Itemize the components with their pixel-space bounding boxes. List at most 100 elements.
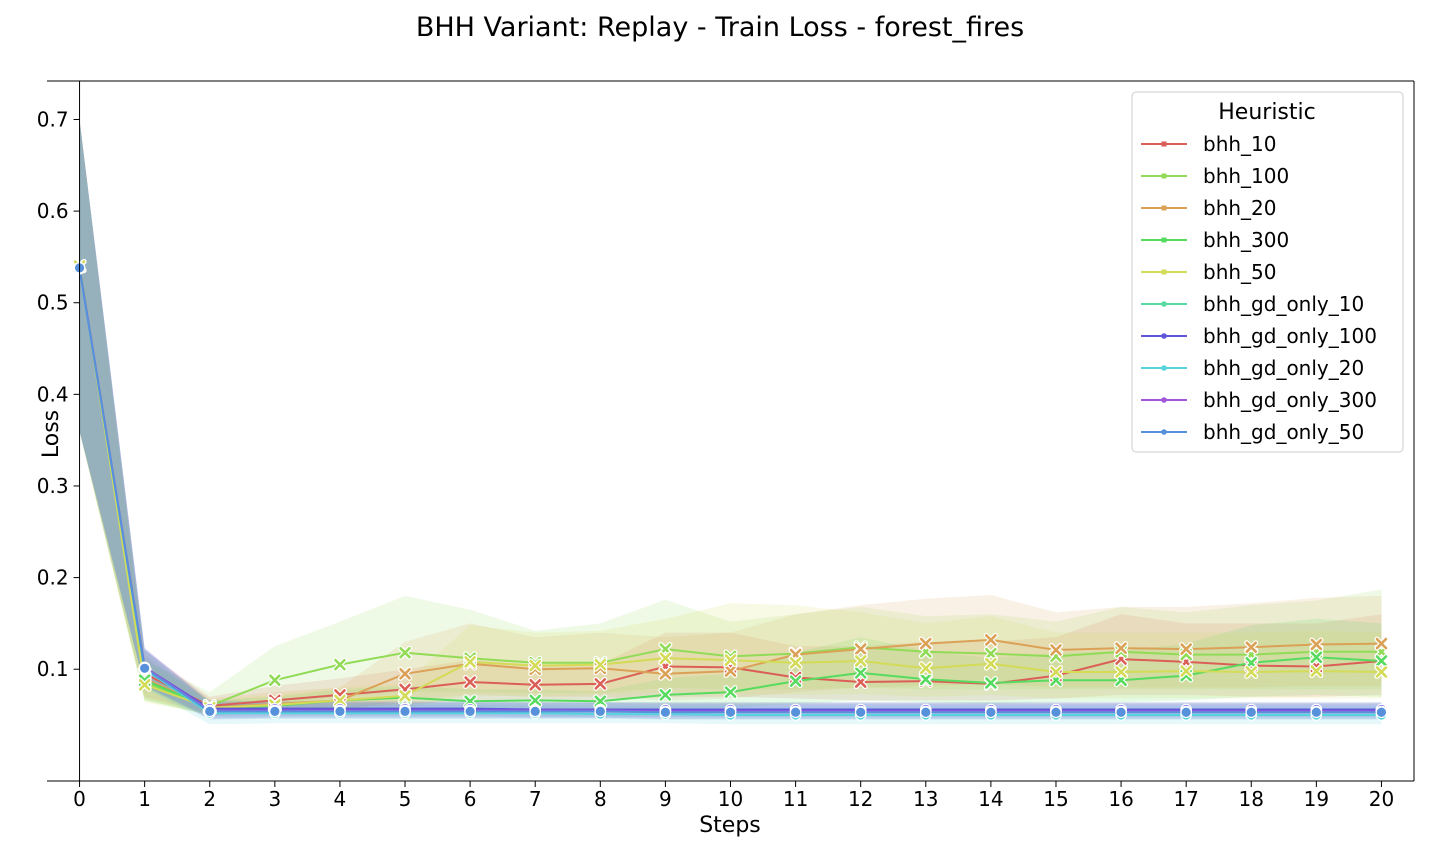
point-bhh-50 bbox=[983, 656, 998, 671]
point-bhh-gd-only-50 bbox=[724, 706, 737, 719]
legend-marker bbox=[1161, 429, 1167, 435]
point-bhh-50 bbox=[137, 677, 152, 692]
legend-marker bbox=[1161, 141, 1167, 147]
x-tick-label: 1 bbox=[138, 787, 151, 811]
point-bhh-20 bbox=[918, 636, 933, 651]
point-bhh-gd-only-50 bbox=[334, 705, 346, 718]
point-bhh-gd-only-50 bbox=[1245, 706, 1258, 719]
point-bhh-50 bbox=[788, 655, 803, 670]
x-tick-label: 8 bbox=[594, 787, 607, 811]
point-bhh-50 bbox=[723, 653, 738, 668]
point-bhh-20 bbox=[983, 632, 998, 647]
point-bhh-50 bbox=[853, 653, 868, 668]
point-bhh-gd-only-50 bbox=[138, 662, 151, 675]
point-bhh-50 bbox=[1244, 664, 1259, 679]
y-tick-label: 0.3 bbox=[37, 474, 69, 498]
point-bhh-20 bbox=[1374, 636, 1389, 651]
x-tick-label: 10 bbox=[718, 787, 743, 811]
legend-label: bhh_100 bbox=[1203, 164, 1289, 188]
legend-label: bhh_gd_only_300 bbox=[1203, 388, 1377, 412]
point-bhh-300 bbox=[983, 675, 998, 690]
y-tick-label: 0.7 bbox=[37, 107, 69, 131]
point-bhh-20 bbox=[723, 664, 738, 679]
y-tick-label: 0.1 bbox=[37, 657, 69, 681]
point-bhh-gd-only-50 bbox=[1180, 706, 1192, 719]
x-tick-label: 18 bbox=[1239, 787, 1264, 811]
legend-item-bhh-gd-only-20: bhh_gd_only_20 bbox=[1141, 356, 1364, 380]
point-bhh-10 bbox=[528, 677, 543, 692]
point-bhh-gd-only-50 bbox=[594, 705, 607, 718]
y-tick-label: 0.4 bbox=[37, 382, 69, 406]
point-bhh-20 bbox=[658, 666, 673, 681]
x-tick-label: 15 bbox=[1043, 787, 1068, 811]
x-tick-label: 3 bbox=[268, 787, 281, 811]
legend-item-bhh-gd-only-100: bhh_gd_only_100 bbox=[1141, 324, 1377, 348]
point-bhh-20 bbox=[1114, 641, 1129, 656]
point-bhh-50 bbox=[658, 651, 673, 666]
point-bhh-20 bbox=[1244, 640, 1259, 655]
point-bhh-gd-only-50 bbox=[1050, 706, 1062, 719]
legend-marker bbox=[1161, 397, 1167, 403]
point-bhh-50 bbox=[1374, 664, 1389, 679]
point-bhh-50 bbox=[332, 693, 347, 708]
y-ticks: 0.1 0.2 0.3 0.4 0.5 0.6 0.7 bbox=[37, 81, 81, 781]
point-bhh-300 bbox=[1309, 650, 1324, 665]
point-bhh-50 bbox=[398, 688, 413, 703]
x-tick-label: 14 bbox=[978, 787, 1003, 811]
x-tick-label: 0 bbox=[73, 787, 86, 811]
point-bhh-50 bbox=[1179, 664, 1194, 679]
legend-label: bhh_gd_only_50 bbox=[1203, 420, 1364, 444]
point-bhh-50 bbox=[463, 654, 478, 669]
y-tick-label: 0.6 bbox=[37, 199, 69, 223]
legend-label: bhh_300 bbox=[1203, 228, 1289, 252]
point-bhh-300 bbox=[593, 694, 608, 709]
point-bhh-gd-only-50 bbox=[659, 706, 672, 719]
legend-item-bhh-gd-only-50: bhh_gd_only_50 bbox=[1141, 420, 1364, 444]
point-bhh-100 bbox=[983, 646, 998, 661]
point-bhh-50 bbox=[528, 658, 543, 673]
legend-label: bhh_gd_only_20 bbox=[1203, 356, 1364, 380]
legend-marker bbox=[1161, 333, 1167, 339]
legend: Heuristic bhh_10bhh_100bhh_20bhh_300bhh_… bbox=[1131, 91, 1404, 453]
point-bhh-20 bbox=[398, 666, 413, 681]
x-tick-label: 13 bbox=[913, 787, 938, 811]
point-bhh-100 bbox=[267, 673, 282, 688]
point-bhh-gd-only-50 bbox=[203, 705, 216, 718]
legend-marker bbox=[1161, 237, 1167, 243]
x-tick-label: 5 bbox=[399, 787, 412, 811]
legend-marker bbox=[1161, 269, 1167, 275]
x-tick-label: 17 bbox=[1173, 787, 1198, 811]
x-tick-label: 19 bbox=[1304, 787, 1329, 811]
point-bhh-gd-only-50 bbox=[854, 706, 867, 719]
x-tick-label: 6 bbox=[464, 787, 477, 811]
legend-label: bhh_gd_only_10 bbox=[1203, 292, 1364, 316]
point-bhh-gd-only-50 bbox=[399, 705, 411, 718]
legend-label: bhh_20 bbox=[1203, 196, 1277, 220]
point-bhh-gd-only-50 bbox=[1310, 706, 1323, 719]
x-tick-label: 11 bbox=[783, 787, 808, 811]
point-bhh-300 bbox=[918, 672, 933, 687]
point-bhh-gd-only-50 bbox=[529, 705, 542, 718]
x-tick-label: 16 bbox=[1108, 787, 1133, 811]
point-bhh-300 bbox=[723, 685, 738, 700]
point-bhh-10 bbox=[463, 675, 478, 690]
y-tick-label: 0.5 bbox=[37, 291, 69, 315]
point-bhh-20 bbox=[853, 642, 868, 657]
point-bhh-10 bbox=[593, 676, 608, 691]
point-bhh-20 bbox=[1179, 642, 1194, 657]
legend-item-bhh-gd-only-300: bhh_gd_only_300 bbox=[1141, 388, 1377, 412]
point-bhh-gd-only-50 bbox=[1115, 706, 1127, 719]
point-bhh-gd-only-50 bbox=[464, 705, 476, 718]
point-bhh-20 bbox=[1309, 637, 1324, 652]
legend-item-bhh-gd-only-10: bhh_gd_only_10 bbox=[1141, 292, 1364, 316]
point-bhh-50 bbox=[918, 661, 933, 676]
legend-item-bhh-10: bhh_10 bbox=[1141, 132, 1277, 156]
chart-title: BHH Variant: Replay - Train Loss - fores… bbox=[415, 12, 1025, 43]
legend-frame bbox=[1131, 91, 1404, 453]
point-bhh-gd-only-50 bbox=[1375, 706, 1388, 719]
x-tick-label: 12 bbox=[848, 787, 873, 811]
y-axis-label: Loss bbox=[39, 410, 64, 458]
point-bhh-300 bbox=[788, 674, 803, 689]
x-ticks: 0 1 2 3 4 5 6 7 8 9 10 11 12 13 14 15 16 17 18 19 20 bbox=[73, 781, 1394, 811]
x-tick-label: 7 bbox=[529, 787, 542, 811]
